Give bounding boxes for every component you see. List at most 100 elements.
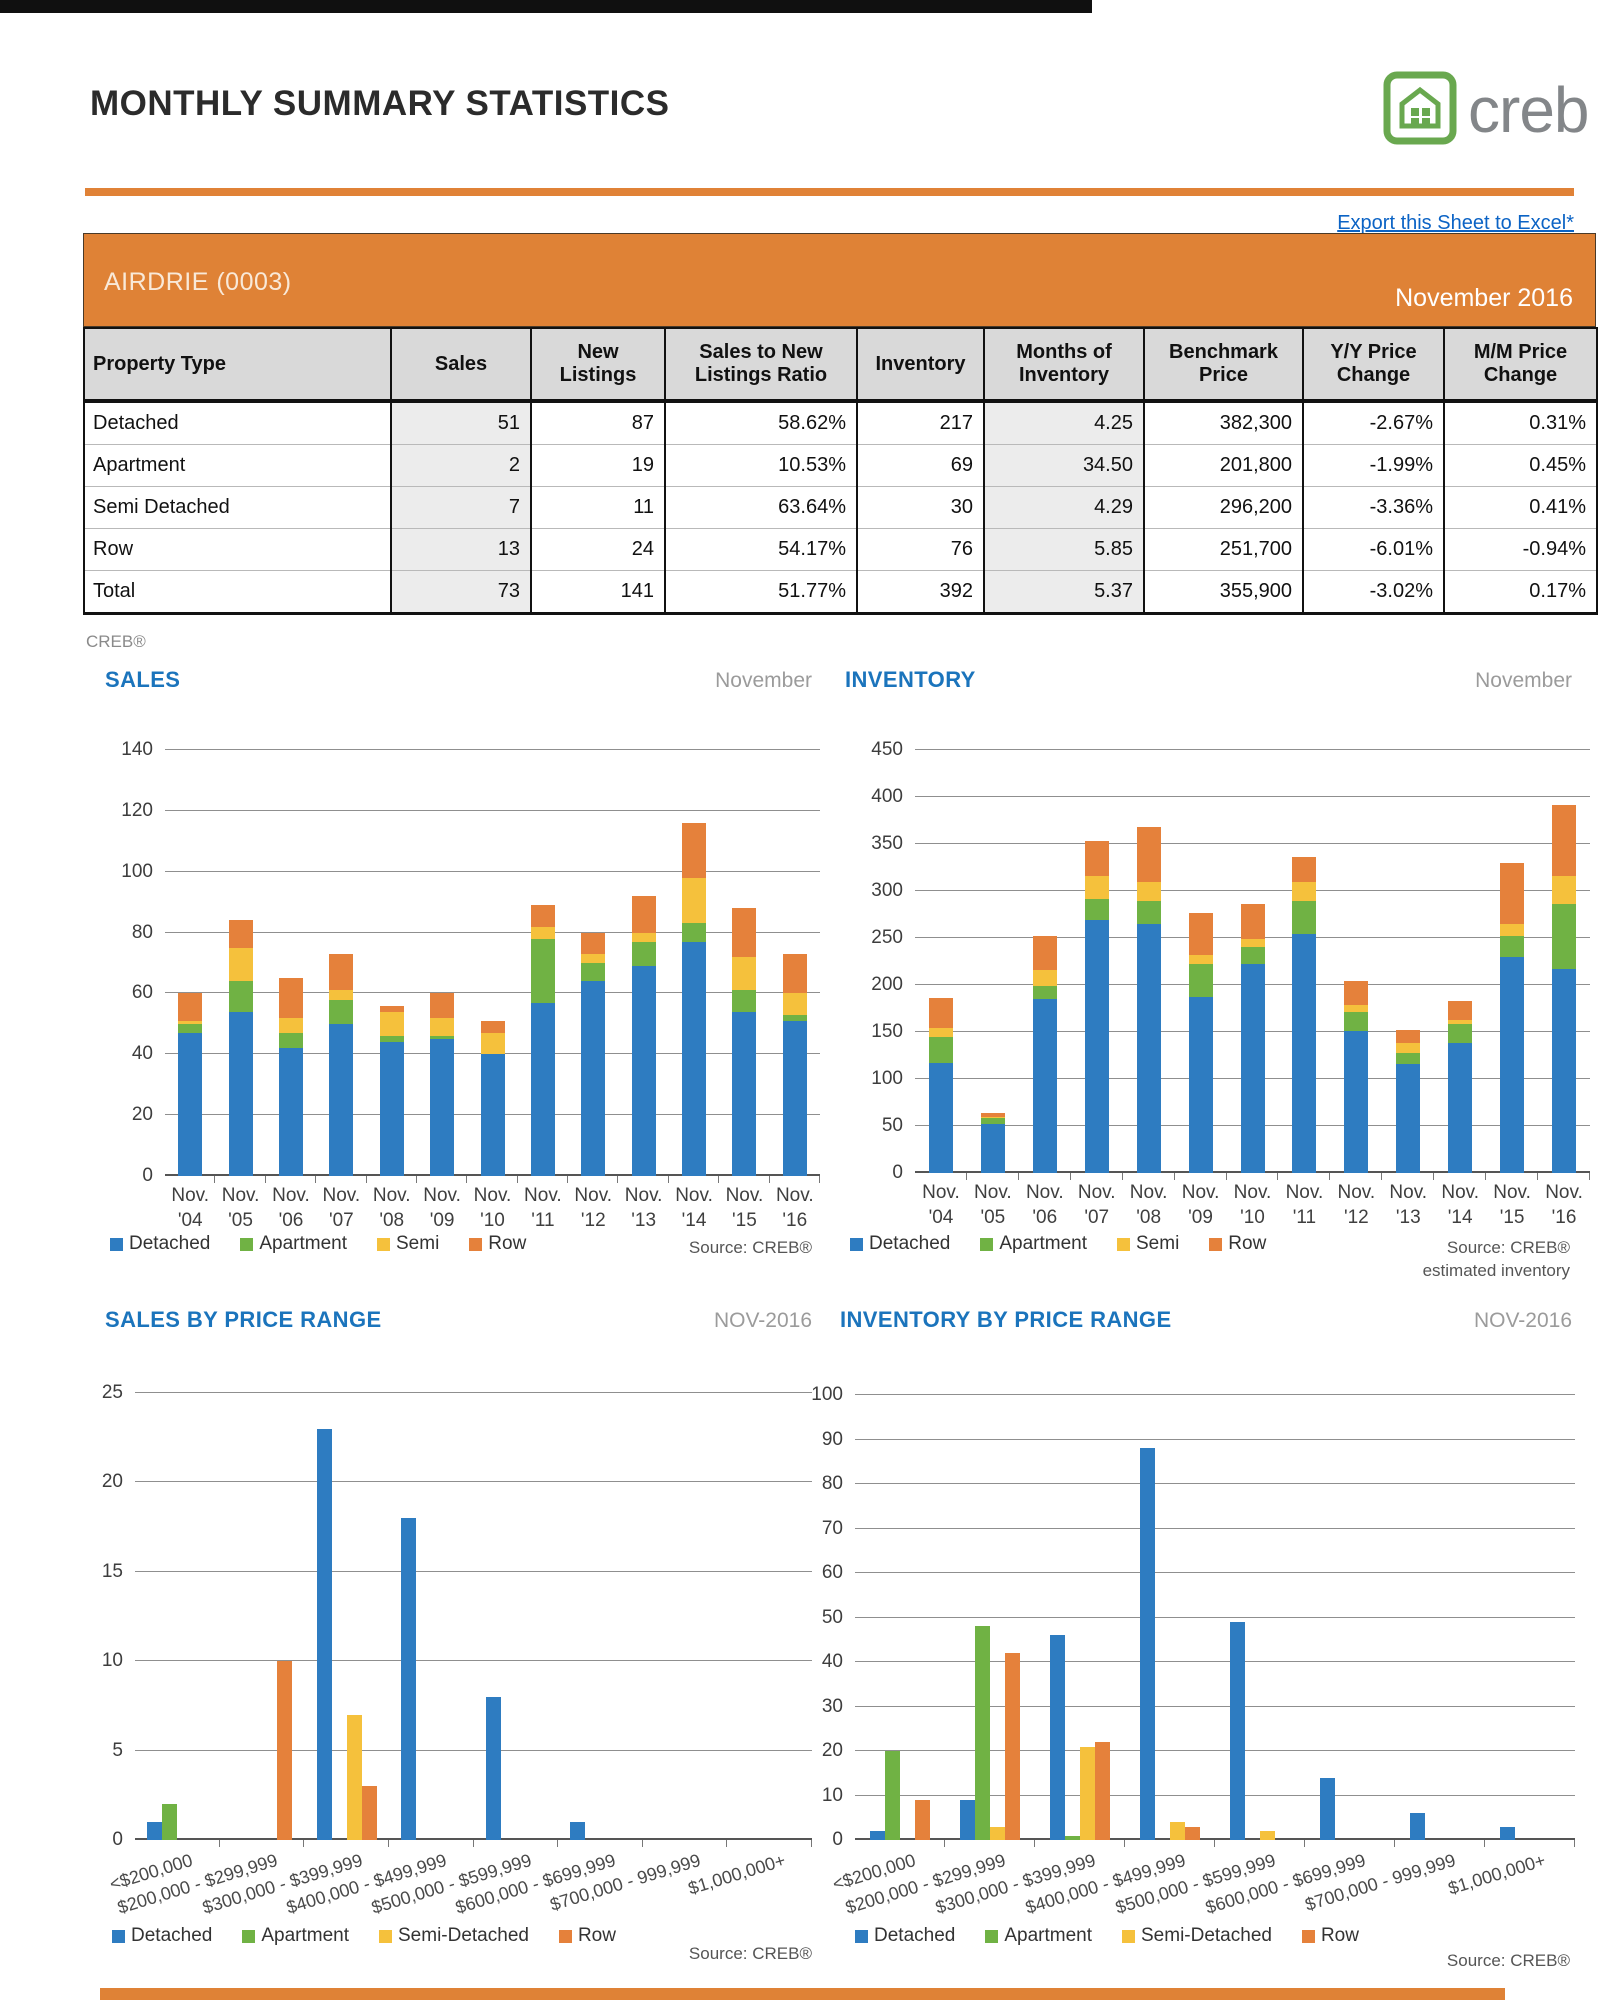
- stacked-bar: [480, 750, 505, 1176]
- stacked-bar: [1084, 750, 1109, 1173]
- bar-segment-detached: [530, 1002, 555, 1176]
- value-cell: 73: [390, 570, 532, 615]
- column-header: Inventory: [856, 327, 985, 403]
- banner-period-label: November 2016: [1395, 284, 1573, 312]
- x-axis-tick-label: Nov. '07: [1077, 1182, 1116, 1228]
- bar-group: [570, 1393, 630, 1840]
- chart-plot-area: 0 20 40 60 80 100 120 140 Nov. '04 Nov. '05 Nov. '06 N…: [121, 739, 820, 1231]
- stacked-bar: [1448, 750, 1473, 1173]
- value-cell: 63.64%: [664, 486, 858, 529]
- bar-group: [960, 1395, 1020, 1840]
- axis-tick: [557, 1840, 559, 1847]
- property-type-cell: Row: [83, 528, 392, 571]
- bar-segment-detached: [228, 1011, 253, 1176]
- stacked-bar: [1552, 750, 1577, 1173]
- bar-segment-row: [928, 998, 953, 1029]
- axis-tick: [617, 1176, 619, 1183]
- table-row: Semi Detached 7 11 63.64% 30 4.29 296,200 -3.36…: [83, 486, 1598, 529]
- y-axis-tick-label: 80: [131, 921, 153, 943]
- chart-legend: Detached Apartment Semi Row: [850, 1233, 1266, 1255]
- y-axis-tick-label: 70: [821, 1517, 843, 1539]
- x-axis-tick-label: Nov. '05: [974, 1182, 1012, 1228]
- bar-segment-row: [980, 1112, 1005, 1117]
- value-cell: 296,200: [1143, 486, 1304, 529]
- property-type-cell: Detached: [83, 401, 392, 445]
- chart-legend: Detached Apartment Semi-Detached Row: [855, 1925, 1359, 1947]
- value-cell: 30: [856, 486, 985, 529]
- chart-plot-area: 0 10 20 30 40 50 60 70 80 90 100 <$200,000 $200,000 …: [811, 1384, 1575, 1918]
- axis-tick: [387, 1840, 389, 1847]
- bar-segment-row: [581, 932, 606, 954]
- x-axis-tick-label: Nov. '05: [221, 1185, 260, 1231]
- legend-label: Detached: [129, 1233, 211, 1254]
- value-cell: 0.41%: [1443, 486, 1598, 529]
- legend-item-apartment: Apartment: [980, 1233, 1087, 1255]
- axis-tick: [1124, 1840, 1125, 1847]
- bar-segment-semi: [278, 1017, 303, 1033]
- x-axis-tick-label: Nov. '16: [775, 1185, 814, 1231]
- y-axis-tick-label: 0: [142, 1165, 153, 1186]
- x-axis-tick-label: Nov. '14: [1441, 1182, 1480, 1228]
- value-cell: 0.17%: [1443, 570, 1598, 615]
- bar-segment-detached: [1500, 956, 1525, 1173]
- gridline: [915, 796, 1590, 797]
- bar-segment-row: [430, 993, 455, 1018]
- bar-group: [1230, 1395, 1290, 1840]
- value-cell: 76: [856, 528, 985, 571]
- x-axis-tick-label: Nov. '10: [473, 1185, 512, 1231]
- bar-segment-detached: [682, 941, 707, 1176]
- creb-logo: creb: [1382, 64, 1600, 156]
- legend-item-row: Row: [469, 1233, 526, 1255]
- legend-label: Semi-Detached: [398, 1925, 529, 1946]
- stacked-bar: [228, 750, 253, 1176]
- legend-swatch: [985, 1929, 999, 1943]
- bar-detached: [1410, 1813, 1425, 1840]
- value-cell: 34.50: [983, 444, 1145, 487]
- bar-segment-apartment: [1552, 904, 1577, 970]
- stacked-bar: [430, 750, 455, 1176]
- source-line: Source: CREB®: [688, 1944, 812, 1963]
- bar-segment-semi: [1448, 1019, 1473, 1025]
- sales-by-year-chart: SALES November 0 20 40 60 80 100 120 140 Nov. '04…: [80, 655, 840, 1300]
- bar-segment-detached: [278, 1048, 303, 1176]
- bar-segment-detached: [178, 1033, 203, 1176]
- bar-segment-apartment: [1188, 964, 1213, 998]
- column-header: M/M Price Change: [1443, 327, 1598, 403]
- bar-group: [870, 1395, 930, 1840]
- scan-artifact-bar: [0, 0, 1092, 13]
- chart-source-label: Source: CREB® estimated inventory: [1423, 1237, 1570, 1283]
- bar-segment-semi: [1084, 875, 1109, 899]
- source-line: estimated inventory: [1422, 1260, 1570, 1280]
- export-to-excel-link[interactable]: Export this Sheet to Excel*: [1337, 212, 1574, 234]
- gridline: [135, 1660, 812, 1662]
- y-axis-tick-label: 25: [101, 1382, 123, 1403]
- bar-segment-apartment: [1292, 901, 1317, 935]
- bar-segment-apartment: [1344, 1012, 1369, 1032]
- y-axis-tick-label: 150: [871, 1021, 903, 1043]
- legend-label: Row: [488, 1233, 527, 1254]
- inventory-by-year-chart: INVENTORY November 0 50 100 150 200 250 300 350…: [820, 655, 1600, 1300]
- gridline: [855, 1483, 1575, 1484]
- bar-segment-semi: [1188, 954, 1213, 965]
- bar-group: [147, 1393, 207, 1840]
- bar-segment-apartment: [278, 1033, 303, 1049]
- bar-row: [361, 1786, 377, 1840]
- bar-segment-apartment: [329, 999, 354, 1024]
- x-axis-tick-label: Nov. '08: [372, 1185, 411, 1231]
- axis-tick: [1589, 1173, 1590, 1180]
- legend-swatch: [855, 1929, 868, 1943]
- chart-source-label: Source: CREB®: [1447, 1950, 1570, 1973]
- bar-segment-detached: [782, 1020, 807, 1176]
- bar-segment-detached: [732, 1011, 757, 1176]
- bar-semi-detached: [1170, 1822, 1185, 1840]
- axis-tick: [1017, 1173, 1019, 1180]
- bar-segment-detached: [1136, 923, 1161, 1173]
- bar-segment-semi: [1396, 1043, 1421, 1053]
- bar-segment-detached: [928, 1063, 953, 1173]
- axis-tick: [641, 1840, 643, 1847]
- axis-tick: [768, 1176, 770, 1183]
- property-type-cell: Apartment: [83, 444, 392, 487]
- y-axis-tick-label: 450: [871, 739, 903, 760]
- x-axis-tick-label: Nov. '10: [1233, 1182, 1272, 1228]
- gridline: [855, 1750, 1575, 1751]
